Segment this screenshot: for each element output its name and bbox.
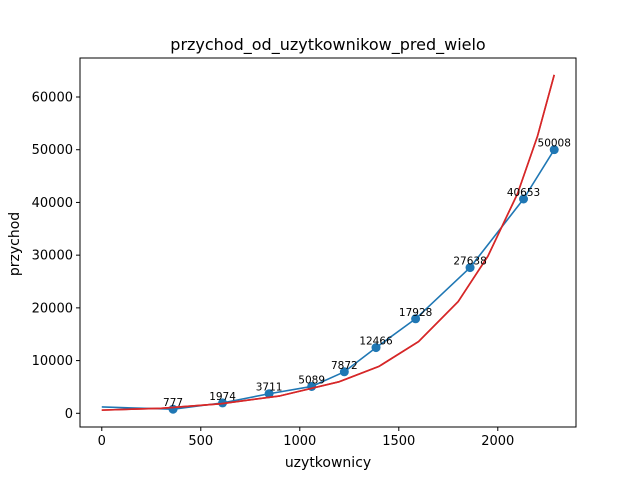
data-label: 27638 [453, 256, 486, 268]
series-1-line [101, 74, 555, 411]
chart-title: przychod_od_uzytkownikow_pred_wielo [170, 35, 485, 55]
y-tick-label: 60000 [32, 91, 73, 106]
series-0-line [101, 149, 555, 411]
series-0-point [549, 145, 559, 155]
data-label: 1974 [209, 391, 236, 403]
data-label: 40653 [507, 187, 540, 199]
series-0-point [411, 314, 421, 324]
x-tick-label: 2000 [481, 434, 514, 449]
data-label: 17928 [399, 307, 432, 319]
x-tick-label: 0 [98, 434, 106, 449]
data-label: 7872 [331, 360, 358, 372]
series-0-point [371, 343, 381, 353]
series-0-point [519, 194, 529, 204]
y-tick-label: 50000 [32, 143, 73, 158]
x-axis-label: uzytkownicy [285, 455, 371, 471]
x-tick-label: 1000 [283, 434, 316, 449]
data-label: 777 [163, 397, 183, 409]
data-label: 12466 [359, 336, 393, 348]
y-tick-label: 30000 [32, 249, 73, 264]
y-tick-label: 20000 [32, 301, 73, 316]
x-tick-label: 500 [188, 434, 213, 449]
series-0-point [264, 389, 274, 399]
y-tick-label: 40000 [32, 196, 73, 211]
series-1-line-overlay [101, 74, 555, 411]
series-0-point [465, 263, 475, 273]
plot-frame [79, 57, 577, 428]
y-tick-label: 0 [65, 407, 73, 422]
data-label: 50008 [538, 138, 571, 150]
x-tick-label: 1500 [382, 434, 415, 449]
data-label: 5089 [298, 374, 325, 386]
plot-inner [101, 74, 559, 414]
y-tick-label: 10000 [32, 354, 73, 369]
axes: 0 500 1000 1500 2000010000200003000040000500… [32, 57, 577, 449]
y-axis-label: przychod [7, 212, 23, 276]
data-label: 3711 [256, 382, 283, 394]
series-0-point [339, 367, 349, 377]
